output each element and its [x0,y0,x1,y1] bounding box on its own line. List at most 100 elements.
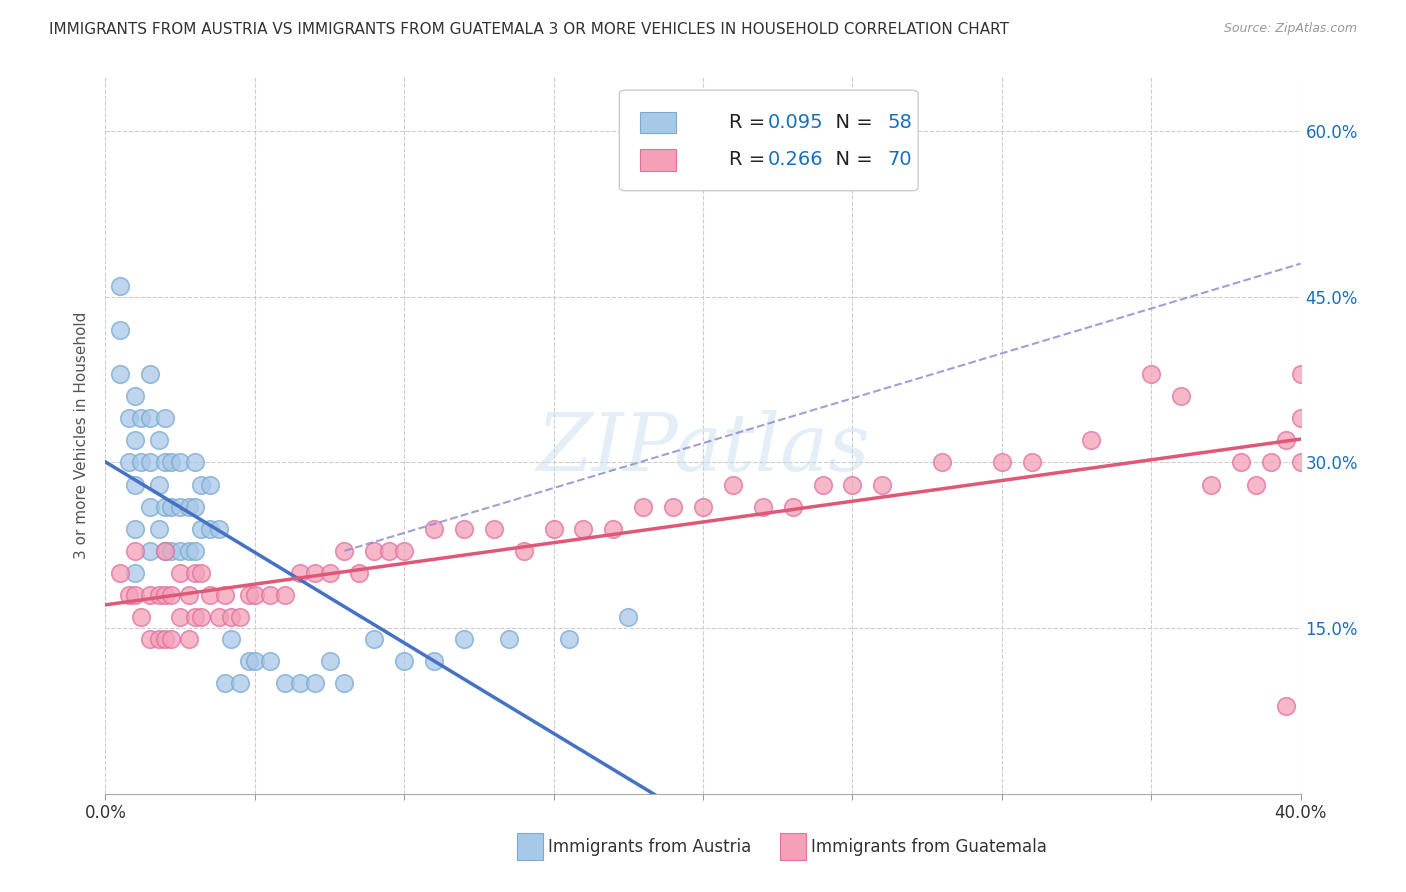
Point [1274,698,1296,713]
Point [513,544,536,558]
Point [273,588,295,602]
Point [148,434,170,448]
Point [124,566,146,580]
Point [124,477,146,491]
Point [124,544,146,558]
Point [155,544,177,558]
Point [110,566,132,580]
Point [572,522,595,536]
Point [333,676,356,690]
Point [304,566,326,580]
Point [288,676,311,690]
Point [1229,455,1253,469]
Point [1140,367,1163,381]
Point [198,522,221,536]
Point [662,500,685,514]
Point [721,477,744,491]
Point [751,500,773,514]
Point [318,566,340,580]
Point [349,566,371,580]
Point [169,544,191,558]
Point [423,654,446,668]
Point [1170,389,1192,403]
Point [633,500,655,514]
Point [155,632,177,647]
Point [482,522,505,536]
Point [139,544,162,558]
Point [378,544,401,558]
Point [214,588,236,602]
Point [118,588,141,602]
Point [124,434,146,448]
Point [184,544,207,558]
Point [198,588,221,602]
Text: ZIPatlas: ZIPatlas [536,410,870,488]
Point [617,610,640,624]
Point [155,411,177,425]
Point [177,500,201,514]
Point [498,632,520,647]
Point [219,610,242,624]
Point [155,544,177,558]
Point [160,632,183,647]
Point [1199,477,1222,491]
Point [1274,434,1296,448]
Point [692,500,714,514]
Point [177,588,201,602]
Text: 0.095: 0.095 [768,113,823,132]
Point [177,544,201,558]
Point [243,588,266,602]
Point [169,610,191,624]
Text: 0.266: 0.266 [768,151,823,169]
Point [110,323,132,337]
Point [243,654,266,668]
Point [214,676,236,690]
Text: Immigrants from Guatemala: Immigrants from Guatemala [811,838,1047,855]
Point [423,522,446,536]
Point [124,389,146,403]
Point [931,455,953,469]
Point [160,455,183,469]
Point [190,566,212,580]
Point [453,522,475,536]
Point [169,455,191,469]
Text: N =: N = [823,151,879,169]
Point [453,632,475,647]
Text: Source: ZipAtlas.com: Source: ZipAtlas.com [1223,22,1357,36]
Point [169,500,191,514]
Point [1289,367,1312,381]
Point [139,632,162,647]
Point [139,367,162,381]
Point [219,632,242,647]
Point [238,588,260,602]
Point [318,654,340,668]
Text: IMMIGRANTS FROM AUSTRIA VS IMMIGRANTS FROM GUATEMALA 3 OR MORE VEHICLES IN HOUSE: IMMIGRANTS FROM AUSTRIA VS IMMIGRANTS FR… [49,22,1010,37]
Point [169,566,191,580]
Point [208,522,231,536]
Point [155,500,177,514]
Point [160,544,183,558]
FancyBboxPatch shape [640,112,675,133]
Point [229,610,252,624]
Point [129,455,153,469]
Point [177,632,201,647]
Point [259,654,281,668]
Point [841,477,863,491]
Point [259,588,281,602]
Point [160,588,183,602]
Point [1289,455,1312,469]
Text: N =: N = [823,113,879,132]
Point [1021,455,1043,469]
Point [190,610,212,624]
Point [1260,455,1282,469]
Point [394,544,416,558]
Text: 70: 70 [887,151,911,169]
Point [184,566,207,580]
Point [333,544,356,558]
Point [363,544,385,558]
Text: 58: 58 [887,113,912,132]
Point [1244,477,1267,491]
Point [139,411,162,425]
Point [229,676,252,690]
Point [139,500,162,514]
